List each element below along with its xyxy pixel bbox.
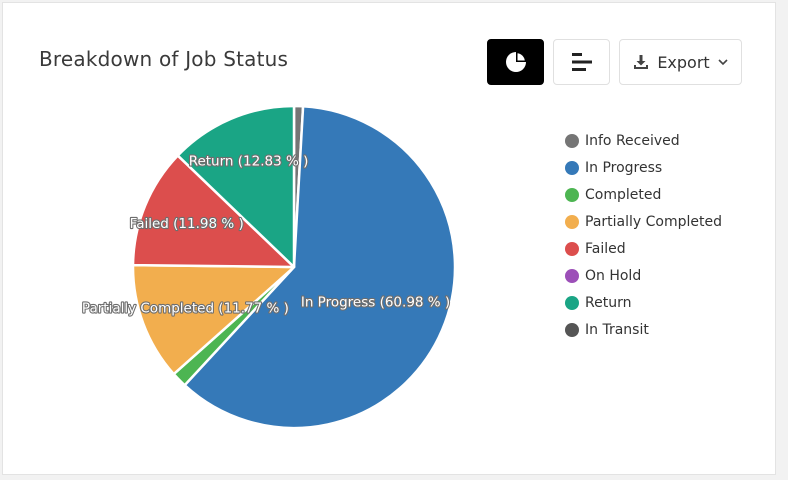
slice-label-in-progress: In Progress (60.98 % )	[301, 295, 450, 311]
legend-item-partially-completed[interactable]: Partially Completed	[565, 208, 722, 235]
legend-marker	[565, 133, 579, 148]
legend-item-info-received[interactable]: Info Received	[565, 127, 722, 154]
slice-label-return: Return (12.83 % )	[189, 153, 309, 169]
download-icon	[634, 55, 649, 69]
legend-label: Info Received	[585, 132, 680, 149]
chart-legend: Info Received In Progress Completed Partial…	[565, 127, 722, 343]
legend-item-in-progress[interactable]: In Progress	[565, 154, 722, 181]
legend-marker	[565, 241, 579, 256]
legend-item-return[interactable]: Return	[565, 289, 722, 316]
pie-chart-toggle-button[interactable]	[487, 39, 544, 85]
slice-label-partially-completed: Partially Completed (11.77 % )	[82, 301, 289, 317]
pie-slice-failed[interactable]	[131, 154, 296, 269]
legend-marker	[565, 160, 579, 175]
legend-label: In Transit	[585, 321, 649, 338]
legend-label: Failed	[585, 240, 626, 257]
pie-slice-in-progress[interactable]	[183, 105, 457, 430]
legend-label: Partially Completed	[585, 213, 722, 230]
export-button[interactable]: Export	[619, 39, 742, 85]
chevron-down-icon	[718, 59, 728, 66]
legend-label: In Progress	[585, 159, 663, 176]
bar-chart-toggle-button[interactable]	[553, 39, 610, 85]
export-label: Export	[657, 52, 710, 72]
legend-marker	[565, 268, 579, 283]
legend-item-on-hold[interactable]: On Hold	[565, 262, 722, 289]
legend-marker	[565, 322, 579, 337]
chart-title: Breakdown of Job Status	[39, 47, 289, 71]
chart-card: Breakdown of Job Status Export In Progre…	[2, 2, 776, 475]
legend-item-in-transit[interactable]: In Transit	[565, 316, 722, 343]
legend-marker	[565, 214, 579, 229]
pie-chart: In Progress (60.98 % ) Partially Complete…	[81, 104, 457, 430]
pie-slice-partially-completed[interactable]	[131, 263, 296, 376]
legend-item-failed[interactable]: Failed	[565, 235, 722, 262]
legend-label: Return	[585, 294, 632, 311]
legend-marker	[565, 187, 579, 202]
legend-label: Completed	[585, 186, 662, 203]
legend-item-completed[interactable]: Completed	[565, 181, 722, 208]
slice-label-failed: Failed (11.98 % )	[130, 216, 244, 232]
pie-chart-icon	[505, 51, 526, 72]
legend-label: On Hold	[585, 267, 642, 284]
bar-chart-icon	[571, 53, 592, 71]
pie-slice-return[interactable]	[176, 104, 296, 269]
legend-marker	[565, 295, 579, 310]
